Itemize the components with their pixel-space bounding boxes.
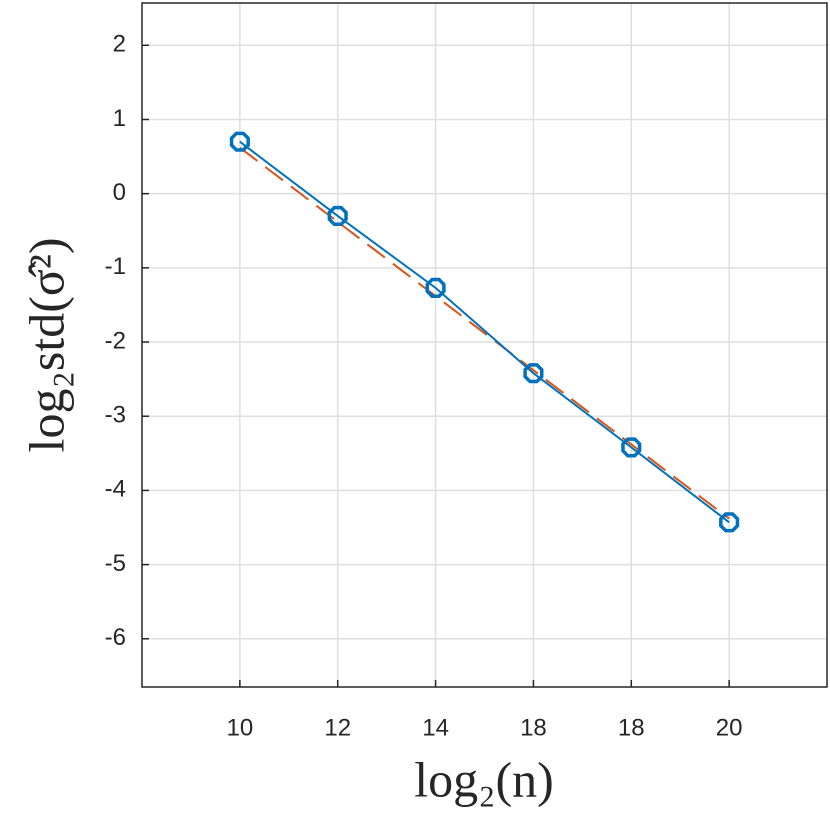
x-axis-label: log₂(n)	[414, 751, 554, 807]
data-point	[327, 205, 348, 226]
plot-frame	[141, 2, 828, 688]
y-tick-label: 1	[113, 105, 126, 132]
y-tick-label: -5	[105, 550, 126, 577]
data-point	[229, 131, 250, 152]
x-tick-label: 12	[324, 714, 351, 741]
y-tick-label: -2	[105, 327, 126, 354]
y-tick-label: 2	[113, 31, 126, 58]
y-axis-label: log₂std(σ̂²)	[18, 238, 74, 453]
y-tick-label: -1	[105, 253, 126, 280]
x-tick-label: 14	[422, 714, 449, 741]
x-tick-label: 18	[618, 714, 645, 741]
series-line	[239, 140, 730, 524]
series-line	[239, 146, 730, 520]
y-tick-label: -4	[105, 476, 126, 503]
data-point	[621, 437, 642, 458]
y-tick-label: 0	[113, 179, 126, 206]
x-tick-label: 20	[716, 714, 743, 741]
y-tick-label: -3	[105, 402, 126, 429]
data-point	[425, 277, 446, 298]
data-point	[523, 363, 544, 384]
plot-area	[142, 3, 827, 687]
y-tick-label: -6	[105, 624, 126, 651]
x-tick-label: 18	[520, 714, 547, 741]
x-tick-label: 10	[227, 714, 254, 741]
data-point	[719, 512, 740, 533]
